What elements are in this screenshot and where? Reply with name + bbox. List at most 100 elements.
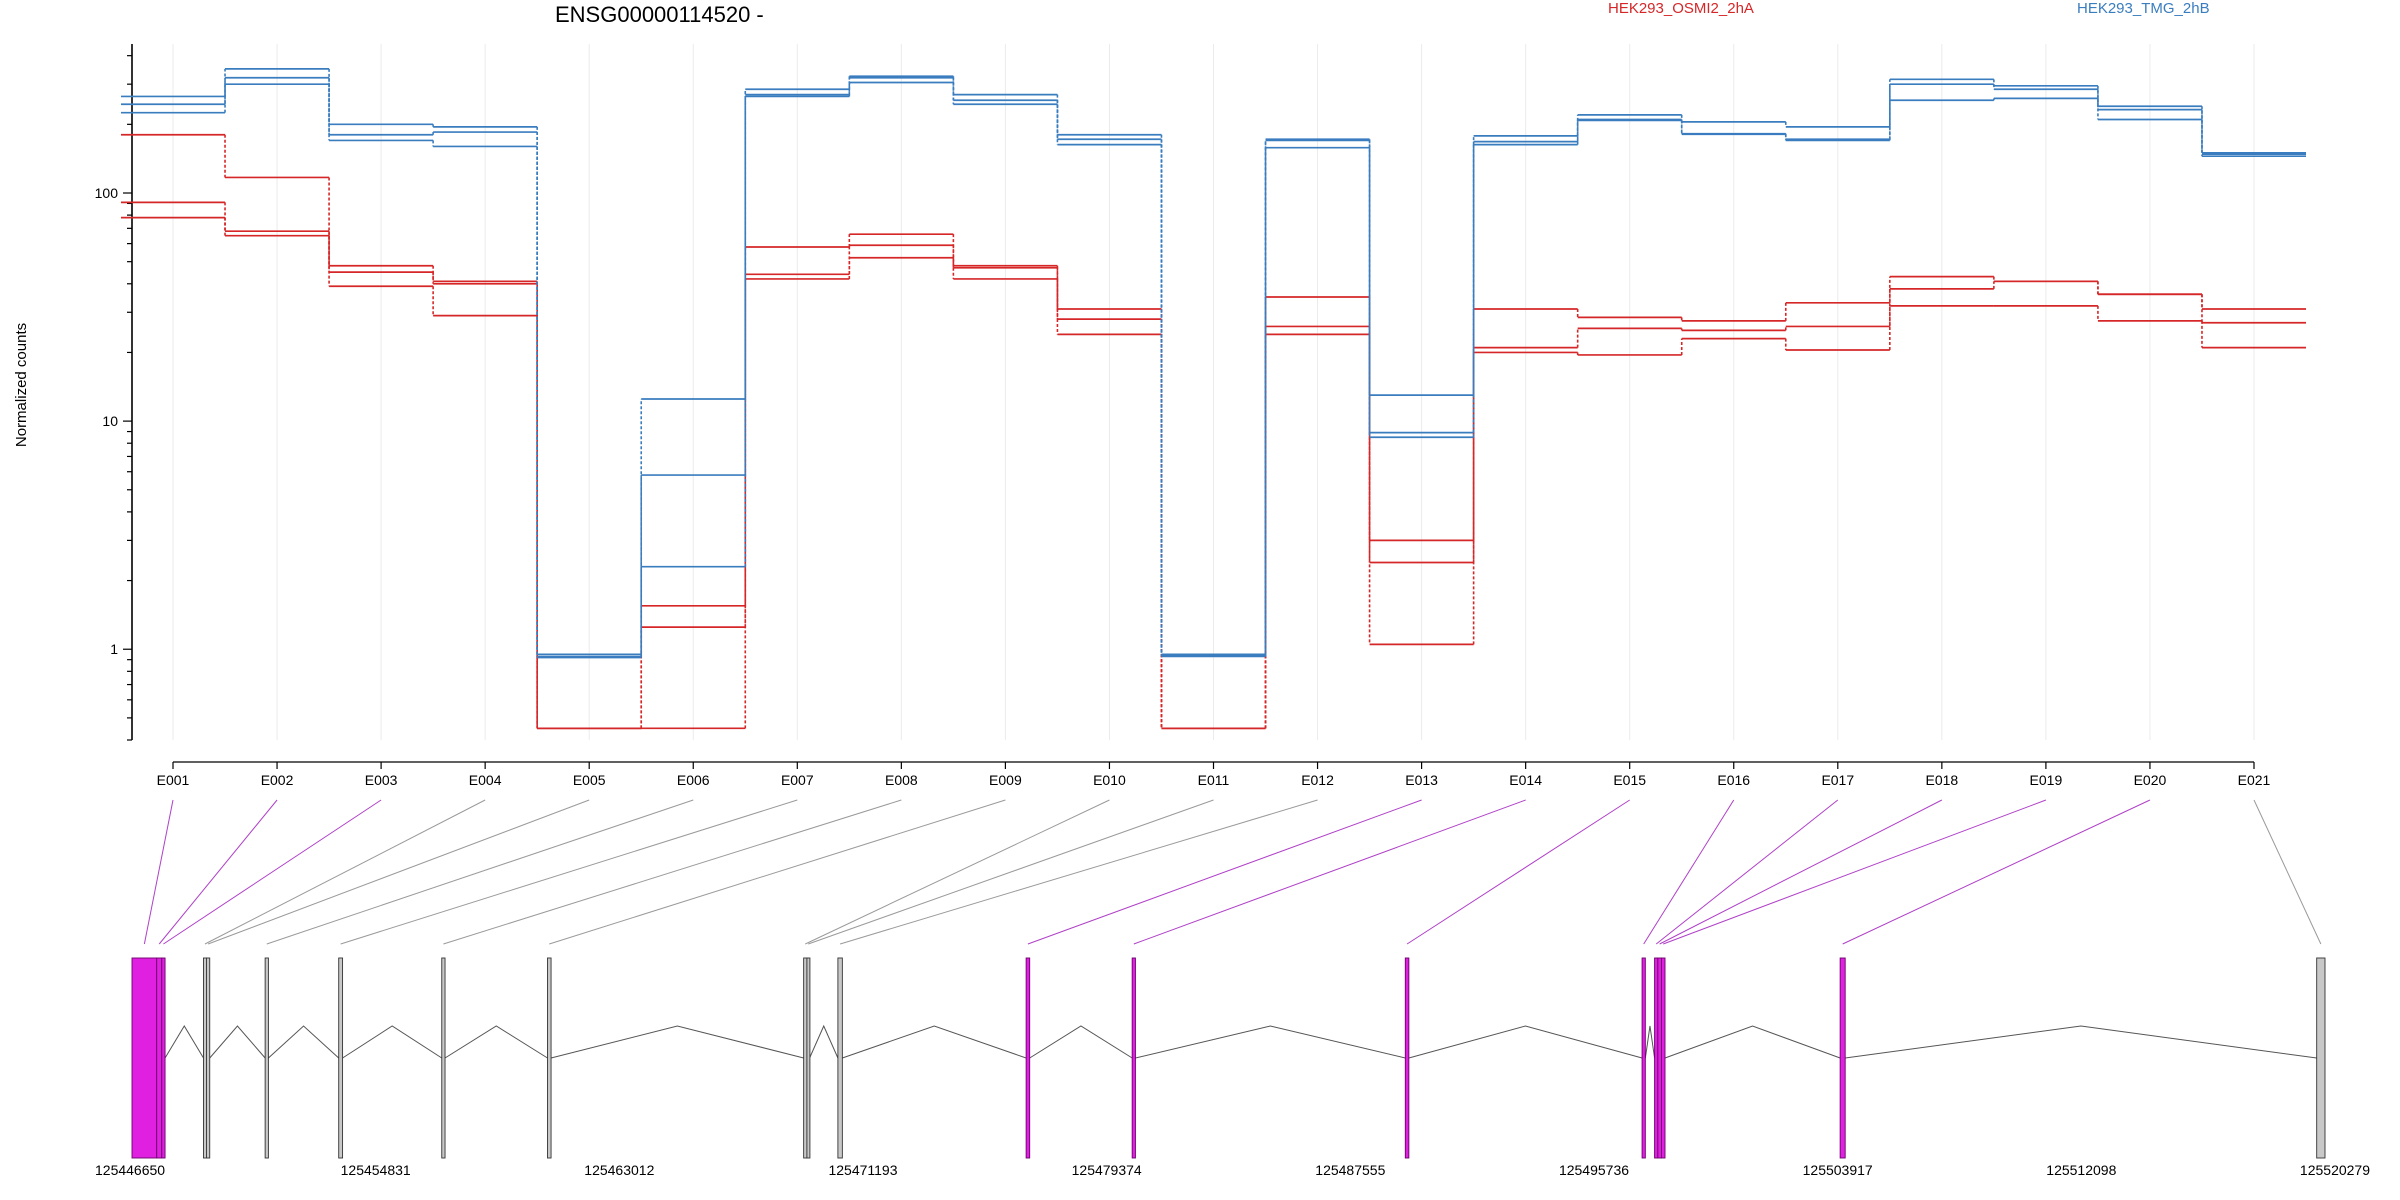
connector-e018 [1659,799,1943,945]
connector-e021 [2253,799,2322,945]
connector-e016 [1643,799,1735,945]
x-tick-label-e006: E006 [677,772,710,788]
connector-e004 [204,799,486,945]
x-tick-label-e015: E015 [1613,772,1646,788]
intron-3 [164,1025,204,1059]
x-tick-label-e019: E019 [2030,772,2063,788]
exon-e010 [803,957,808,1159]
intron-16 [1644,1025,1656,1059]
intron-7 [342,1025,443,1059]
series-5 [120,76,2307,658]
x-tick-label-e011: E011 [1198,772,1230,788]
gene-model [131,957,2326,1159]
coord-tick-label: 125471193 [828,1162,897,1178]
legend-label-tmg: HEK293_TMG_2hB [2077,0,2210,17]
x-axis: E001 E002 E003 E004 E005 E006 E007 E008 E009 E010… [157,761,2271,788]
x-tick-label-e021: E021 [2238,772,2271,788]
y-axis: 1 10 100 [95,44,133,741]
legend-label-osmi2: HEK293_OSMI2_2hA [1608,0,1754,17]
connector-e014 [1133,799,1526,945]
x-tick-label-e001: E001 [157,772,190,788]
exon-e008 [441,957,446,1159]
connector-e009 [549,799,1006,945]
x-tick-label-e014: E014 [1509,772,1542,788]
intron-12 [842,1025,1027,1059]
x-tick-label-e002: E002 [261,772,294,788]
exon-e003 [161,957,166,1159]
coord-tick-label: 125454831 [341,1162,411,1178]
exon-e009 [547,957,552,1159]
exon-e017 [1654,957,1659,1159]
connector-e007 [340,799,798,945]
genomic-coordinate-axis: 125446650 125454831 125463012 125471193 1254… [95,1162,2370,1178]
coord-tick-label: 125487555 [1315,1162,1385,1178]
coord-tick-label: 125463012 [584,1162,654,1178]
exon-e007 [338,957,344,1159]
y-tick-label: 1 [110,641,118,657]
x-tick-label-e020: E020 [2134,772,2167,788]
series-lines [120,68,2307,730]
exon-e014 [1131,957,1136,1159]
coord-tick-label: 125479374 [1072,1162,1142,1178]
exon-e015 [1404,957,1410,1159]
coord-tick-label: 125512098 [2046,1162,2116,1178]
x-tick-label-e005: E005 [573,772,606,788]
exon-e005 [206,957,211,1159]
connector-e017 [1655,799,1839,945]
x-tick-label-e010: E010 [1093,772,1126,788]
exon-e011 [806,957,811,1159]
exon-e018 [1657,957,1662,1159]
intron-11 [809,1024,839,1059]
x-tick-label-e009: E009 [989,772,1022,788]
x-tick-label-e013: E013 [1405,772,1438,788]
intron-13 [1029,1025,1133,1059]
y-tick-label: 100 [95,185,119,201]
connector-e013 [1027,799,1422,945]
x-tick-label-e018: E018 [1925,772,1958,788]
connector-e005 [207,799,590,945]
exon-e016 [1641,957,1646,1159]
exon-e012 [837,957,843,1159]
exon-e021 [2316,957,2326,1159]
y-axis-label: Normalized counts [13,323,30,447]
vertical-grid [172,44,2255,740]
connector-e019 [1663,799,2047,945]
connector-e015 [1406,799,1630,945]
y-tick-label: 10 [102,413,118,429]
exon-e006 [264,957,269,1159]
chart-title: ENSG00000114520 - [555,2,764,27]
intron-8 [444,1025,548,1059]
intron-15 [1408,1025,1643,1059]
coord-tick-label: 125495736 [1559,1162,1629,1178]
exon-e001 [131,957,158,1159]
exon-connectors [143,799,2322,945]
connector-e003 [163,799,382,945]
series-6 [120,81,2307,659]
x-tick-label-e004: E004 [469,772,502,788]
connector-e006 [266,799,694,945]
x-tick-label-e016: E016 [1717,772,1750,788]
coord-tick-label: 125503917 [1803,1162,1873,1178]
intron-6 [268,1025,340,1059]
x-tick-label-e007: E007 [781,772,814,788]
connector-e011 [808,799,1214,945]
intron-19 [1664,1025,1841,1059]
exon-e002 [156,957,163,1159]
exon-e013 [1025,957,1031,1159]
intron-9 [550,1025,804,1059]
connector-e008 [443,799,902,945]
connector-e020 [1842,799,2151,945]
connector-e001 [143,799,174,945]
connector-e002 [158,799,278,945]
connector-e012 [839,799,1318,945]
connector-e010 [805,799,1110,945]
x-tick-label-e012: E012 [1301,772,1334,788]
coord-tick-label: 125520279 [2300,1162,2370,1178]
intron-5 [209,1025,266,1059]
x-tick-label-e017: E017 [1821,772,1854,788]
intron-14 [1135,1025,1406,1059]
intron-20 [1845,1025,2317,1059]
x-tick-label-e003: E003 [365,772,398,788]
coord-tick-label: 125446650 [95,1162,165,1178]
